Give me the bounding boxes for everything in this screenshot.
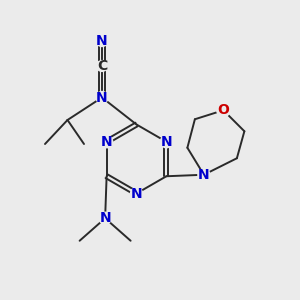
Circle shape <box>96 34 108 46</box>
Text: N: N <box>99 211 111 225</box>
Circle shape <box>97 61 107 71</box>
Text: N: N <box>198 168 210 182</box>
Circle shape <box>160 136 172 148</box>
Text: N: N <box>101 135 112 149</box>
Circle shape <box>217 104 230 117</box>
Circle shape <box>99 212 111 224</box>
Text: N: N <box>96 34 108 47</box>
Text: N: N <box>96 91 108 104</box>
Text: C: C <box>97 59 107 73</box>
Circle shape <box>198 169 210 181</box>
Circle shape <box>130 188 142 200</box>
Text: O: O <box>218 103 229 117</box>
Text: N: N <box>160 135 172 149</box>
Text: N: N <box>131 187 142 200</box>
Circle shape <box>96 92 108 104</box>
Circle shape <box>100 136 112 148</box>
